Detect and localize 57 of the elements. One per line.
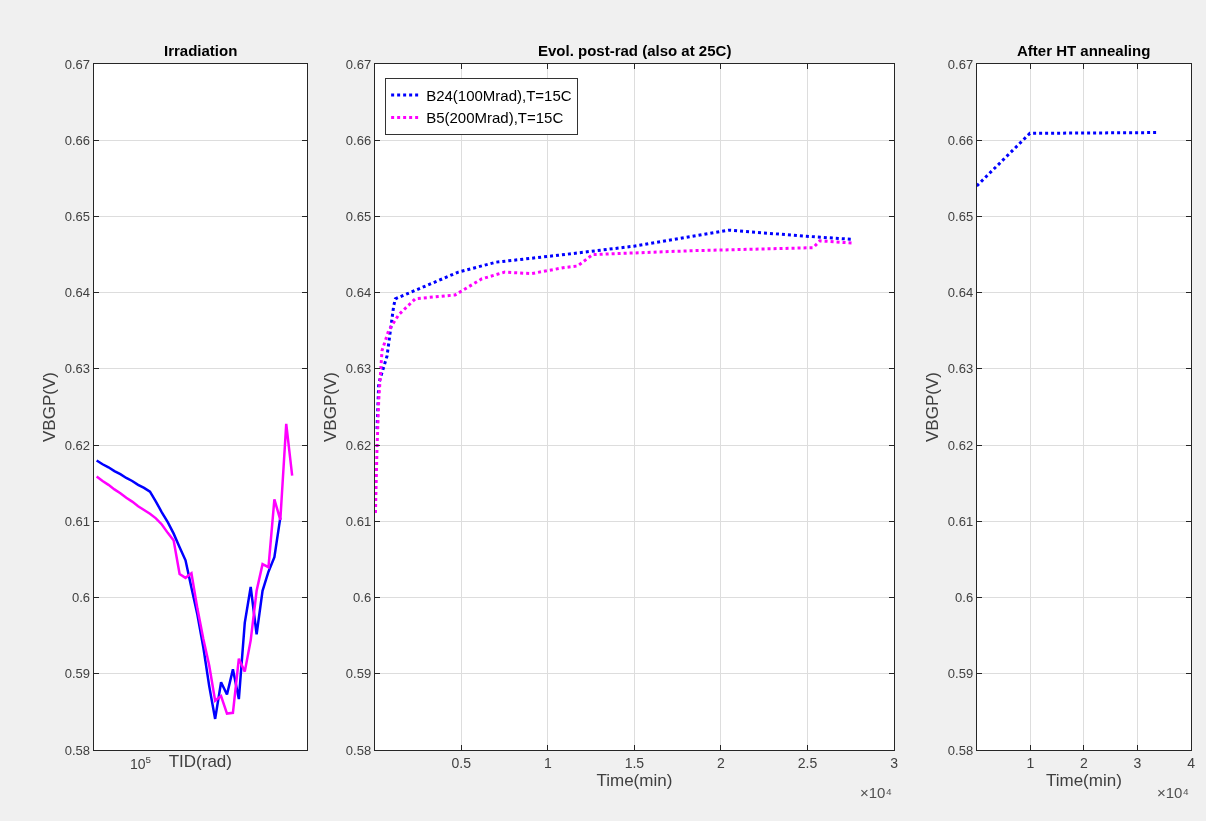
y-tick-label: 0.58 — [345, 742, 372, 758]
y-tick-label: 0.6 — [955, 590, 974, 606]
x-tick-label: 2 — [1079, 754, 1088, 771]
y-tick-label: 0.67 — [947, 56, 974, 72]
chart-title: Evol. post-rad (also at 25C) — [538, 42, 732, 59]
y-tick-label: 0.59 — [64, 666, 91, 682]
y-tick-label: 0.62 — [64, 437, 91, 453]
y-tick-label: 0.65 — [64, 208, 91, 224]
y-tick-label: 0.63 — [345, 361, 372, 377]
x-tick-label: 4 — [1187, 754, 1196, 771]
y-tick-label: 0.61 — [64, 513, 91, 529]
y-tick-label: 0.66 — [947, 132, 974, 148]
x-tick-label: 3 — [1133, 754, 1142, 771]
y-tick-label: 0.63 — [64, 361, 91, 377]
x-tick-label: 2.5 — [797, 754, 818, 771]
y-tick-label: 0.61 — [345, 513, 372, 529]
y-tick-label: 0.67 — [345, 56, 372, 72]
text: 10$^{5}$ — [130, 754, 152, 772]
text: ×10⁴ — [860, 784, 892, 801]
y-tick-label: 0.58 — [64, 742, 91, 758]
x-axis-title: Time(min) — [1045, 770, 1122, 790]
y-tick-label: 0.65 — [947, 208, 974, 224]
x-tick-label: 1.5 — [624, 754, 645, 771]
x-tick-label: 1 — [1026, 754, 1035, 771]
y-tick-label: 0.6 — [353, 590, 372, 606]
line-series — [95, 422, 294, 715]
x-tick-label: 1 — [543, 754, 552, 771]
line-series — [374, 239, 855, 515]
x-tick-label: 0.5 — [451, 754, 472, 771]
legend-label: B5(200Mrad),T=15C — [426, 109, 564, 127]
chart-title: After HT annealing — [1017, 42, 1151, 59]
y-tick-label: 0.67 — [64, 56, 91, 72]
x-axis-title: Time(min) — [596, 770, 673, 790]
y-axis-title: VBGP(V) — [923, 372, 943, 443]
line-series — [95, 459, 282, 721]
y-tick-label: 0.66 — [64, 132, 91, 148]
x-tick-label: 3 — [890, 754, 899, 771]
y-tick-label: 0.62 — [345, 437, 372, 453]
y-tick-label: 0.58 — [947, 742, 974, 758]
y-tick-label: 0.64 — [947, 285, 974, 301]
y-tick-label: 0.6 — [72, 590, 91, 606]
y-tick-label: 0.64 — [64, 285, 91, 301]
x-axis-title: TID(rad) — [168, 752, 232, 772]
legend-label: B24(100Mrad),T=15C — [426, 86, 572, 104]
y-tick-label: 0.65 — [345, 208, 372, 224]
y-tick-label: 0.64 — [345, 285, 372, 301]
y-tick-label: 0.59 — [947, 666, 974, 682]
chart-title: Irradiation — [164, 42, 238, 59]
text: ×10⁴ — [1157, 784, 1189, 801]
y-tick-label: 0.61 — [947, 513, 974, 529]
y-tick-label: 0.66 — [345, 132, 372, 148]
x-tick-label: 2 — [717, 754, 726, 771]
y-tick-label: 0.62 — [947, 437, 974, 453]
y-axis-title: VBGP(V) — [40, 372, 60, 443]
y-axis-title: VBGP(V) — [321, 372, 341, 443]
y-tick-label: 0.63 — [947, 361, 974, 377]
y-tick-label: 0.59 — [345, 666, 372, 682]
